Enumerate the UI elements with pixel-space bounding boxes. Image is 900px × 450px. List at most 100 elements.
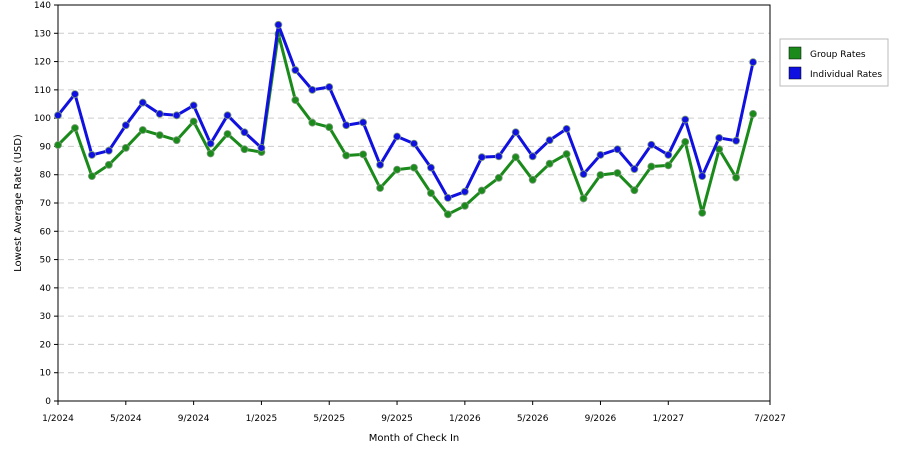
group-rates-point [308, 118, 317, 127]
individual-rates-point [460, 187, 469, 196]
individual-rates-point [477, 153, 486, 162]
x-axis-title: Month of Check In [369, 433, 460, 444]
individual-rates-point [240, 128, 249, 137]
group-rates-point [359, 150, 368, 159]
group-rates-point [291, 96, 300, 104]
group-rates-point [749, 110, 757, 118]
y-tick-label: 10 [40, 369, 52, 379]
grid-lines [58, 32, 770, 374]
individual-rates-point [444, 194, 452, 202]
group-rates-point [698, 208, 707, 217]
group-rates-point [528, 175, 537, 184]
y-tick-label: 40 [40, 284, 52, 294]
group-rates-point [54, 141, 62, 149]
individual-rates-point [579, 170, 588, 179]
individual-rates-point [54, 111, 62, 120]
group-rates-point [444, 210, 452, 219]
y-axis-title: Lowest Average Rate (USD) [13, 134, 24, 272]
group-rates-point [104, 160, 113, 169]
y-tick-label: 60 [40, 227, 52, 237]
group-rates-point [562, 150, 571, 158]
individual-rates-point [410, 139, 418, 148]
group-rates-point [410, 163, 418, 172]
group-rates-point [189, 117, 198, 126]
x-tick-label: 1/2024 [42, 414, 74, 424]
individual-rates-point [630, 165, 639, 173]
group-rates-point [427, 189, 435, 198]
individual-rates-point [732, 136, 740, 145]
x-tick-label: 7/2027 [754, 414, 786, 424]
x-tick-label: 5/2025 [313, 414, 345, 424]
group-rates-point [138, 126, 147, 134]
group-rates-point [206, 149, 215, 158]
individual-rates-point [206, 139, 215, 148]
y-tick-label: 20 [40, 340, 52, 350]
group-rates-point [325, 123, 334, 132]
x-tick-label: 1/2025 [246, 414, 278, 424]
group-rates-point [630, 186, 639, 195]
individual-rates-point [291, 66, 300, 74]
y-tick-label: 140 [34, 1, 51, 11]
group-rates-point [647, 162, 656, 171]
group-rates-legend-swatch [788, 46, 802, 60]
x-tick-label: 9/2025 [381, 414, 413, 424]
y-tick-label: 50 [40, 256, 52, 266]
individual-rates-point [104, 146, 113, 155]
individual-rates-point [121, 121, 130, 130]
individual-rates-legend-swatch [788, 66, 802, 80]
group-rates-point [545, 159, 554, 168]
group-rates-point [732, 173, 740, 182]
individual-rates-point [511, 128, 520, 137]
individual-rates-point [494, 152, 503, 161]
x-tick-label: 1/2026 [449, 414, 481, 424]
legend: Group Rates Individual Rates [779, 38, 889, 87]
individual-rates-point [223, 111, 232, 120]
y-tick-label: 130 [34, 29, 51, 39]
individual-rates-point [749, 58, 757, 67]
y-tick-label: 0 [45, 397, 51, 407]
x-tick-label: 5/2024 [110, 414, 142, 424]
individual-rates-legend-label: Individual Rates [810, 70, 882, 80]
individual-rates-point [613, 145, 622, 154]
group-rates-point [393, 165, 401, 174]
individual-rates-point [155, 110, 164, 118]
individual-rates-point [71, 90, 79, 98]
group-rates-legend-label: Group Rates [810, 50, 866, 60]
individual-rates-point [715, 134, 724, 142]
x-tick-label: 5/2026 [517, 414, 549, 424]
x-tick-label: 9/2024 [178, 414, 210, 424]
individual-rates-point [528, 152, 537, 161]
group-rates-point [477, 186, 486, 195]
group-rates-point [596, 171, 605, 179]
individual-rates-point [189, 101, 198, 110]
group-rates-point [121, 143, 130, 152]
individual-rates-point [342, 121, 351, 130]
group-rates-point [172, 136, 181, 145]
individual-rates-point [647, 140, 656, 149]
group-rates-point [223, 130, 232, 138]
individual-rates-point [274, 20, 283, 29]
individual-rates-point [359, 118, 368, 127]
individual-rates-point [596, 151, 605, 159]
individual-rates-point [393, 132, 401, 141]
individual-rates-point [562, 124, 571, 133]
group-rates-point [460, 201, 469, 210]
individual-rates-point [681, 115, 690, 124]
y-tick-label: 70 [40, 199, 52, 209]
group-rates-point [494, 173, 503, 182]
group-rates-point [376, 184, 384, 192]
y-tick-label: 110 [34, 86, 51, 96]
y-tick-label: 30 [40, 312, 52, 322]
y-tick-label: 90 [40, 142, 52, 152]
group-rates-point [579, 194, 588, 203]
individual-rates-point [88, 151, 96, 159]
group-rates-point [88, 172, 96, 181]
individual-rates-point [376, 160, 384, 169]
individual-rates-point [698, 172, 707, 181]
group-rates-point [155, 131, 164, 140]
individual-rates-series [54, 20, 757, 202]
group-rates-point [71, 124, 79, 132]
axes: 0 10 20 30 40 50 60 70 80 90 100 110 120 130 140 1/2024… [34, 1, 786, 424]
group-rates-point [681, 138, 690, 146]
